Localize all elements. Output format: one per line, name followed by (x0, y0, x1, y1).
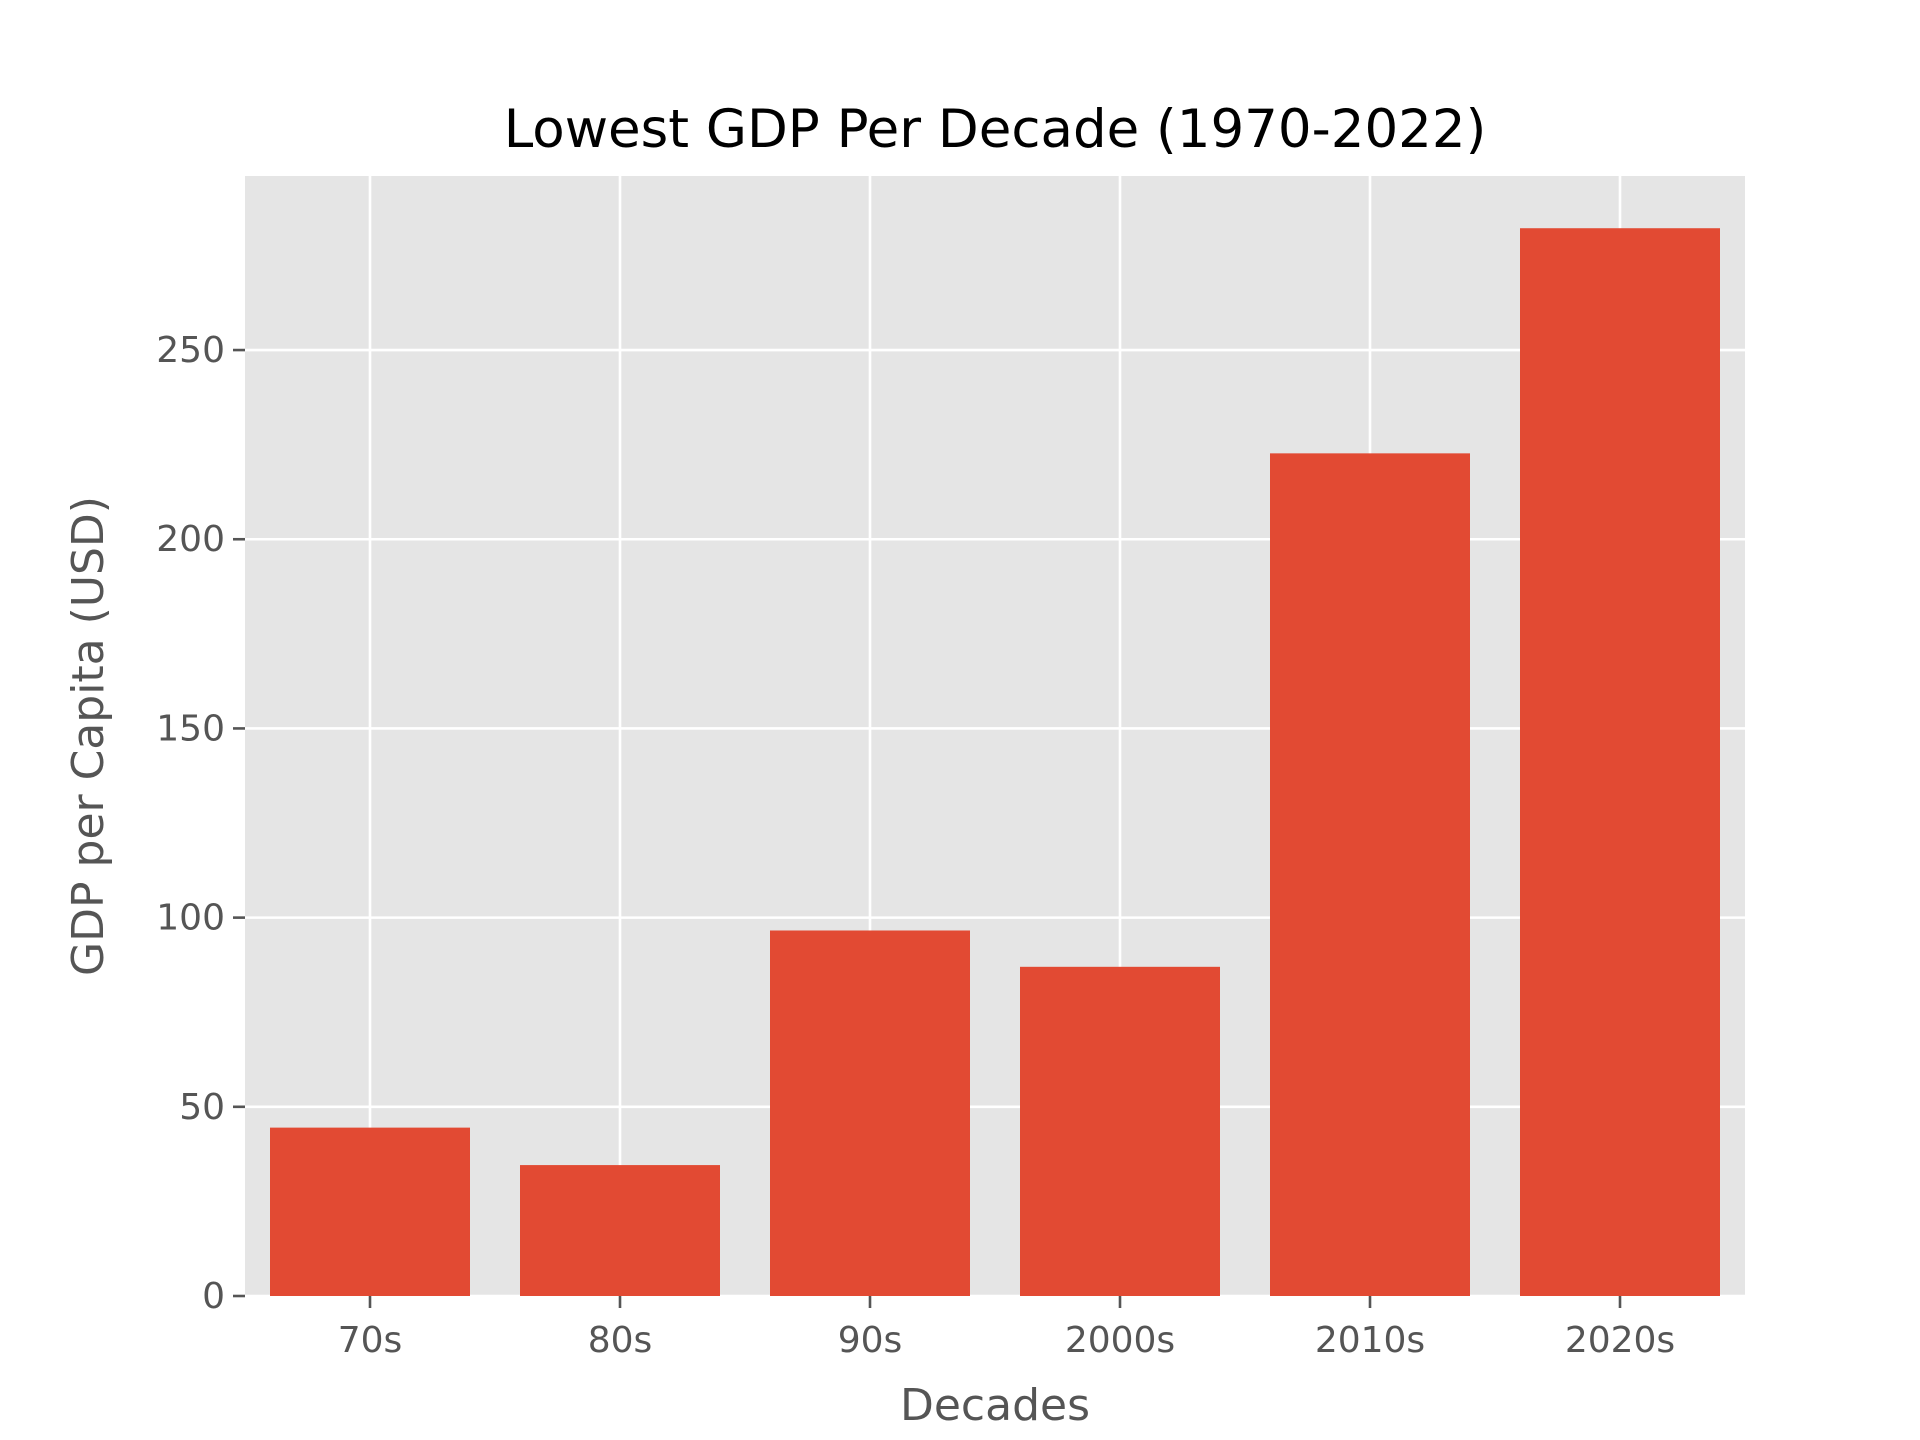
x-tick-label: 2010s (1315, 1320, 1425, 1361)
chart-title: Lowest GDP Per Decade (1970-2022) (504, 99, 1487, 160)
bar-90s (770, 930, 970, 1296)
bar-2000s (1020, 966, 1220, 1296)
bar-2020s (1520, 228, 1720, 1297)
bar-80s (520, 1165, 720, 1296)
y-tick-label: 50 (179, 1087, 225, 1128)
x-axis-label: Decades (900, 1380, 1090, 1431)
axis-ticks: 0 50 100 150 200 250 70s 80s 90s 2000s 2010s 2020s (156, 330, 1675, 1361)
y-tick-label: 100 (156, 898, 225, 939)
bars (270, 228, 1720, 1297)
y-axis-label: GDP per Capita (USD) (63, 496, 114, 976)
bar-2010s (1270, 453, 1470, 1297)
x-tick-label: 70s (338, 1320, 403, 1361)
x-tick-label: 2020s (1565, 1320, 1675, 1361)
bar-70s (270, 1127, 470, 1296)
x-tick-label: 90s (838, 1320, 903, 1361)
plot-background (245, 176, 1745, 1296)
y-tick-label: 150 (156, 708, 225, 749)
x-tick-label: 80s (588, 1320, 653, 1361)
y-tick-label: 200 (156, 519, 225, 560)
x-tick-label: 2000s (1065, 1320, 1175, 1361)
y-tick-label: 250 (156, 330, 225, 371)
y-tick-label: 0 (202, 1276, 225, 1317)
